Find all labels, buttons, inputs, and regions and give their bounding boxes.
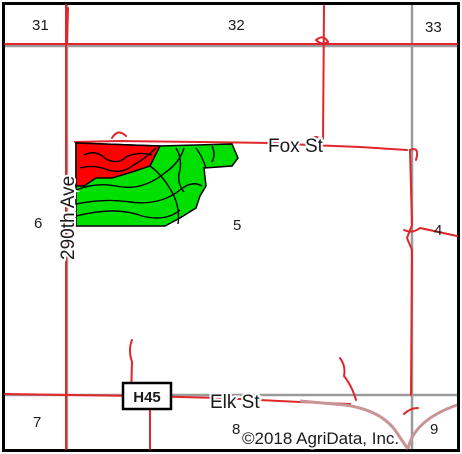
contour-1: [83, 152, 153, 163]
highway-shield-box: [121, 381, 173, 411]
contour-3: [75, 147, 185, 191]
road-stub-nw: [66, 7, 69, 45]
road-east-hook: [409, 148, 419, 161]
section-label-7: 7: [33, 414, 41, 431]
road-label-elk-st: Elk St: [210, 392, 260, 413]
road-east: [405, 149, 414, 396]
road-label-fox-st: Fox St: [268, 136, 324, 157]
section-label-5: 5: [233, 217, 241, 234]
highway-curve-2: [406, 403, 458, 450]
road-river: [339, 357, 357, 401]
highway-shield[interactable]: H45: [121, 381, 173, 411]
section-label-32: 32: [228, 17, 245, 34]
road-se-wiggle: [403, 407, 419, 415]
section-label-6: 6: [34, 215, 42, 232]
contour-2: [79, 147, 157, 173]
highway-shield-label: H45: [133, 389, 161, 406]
road-loop-north: [315, 36, 330, 45]
road-center-north: [322, 5, 325, 143]
section-label-8: 8: [232, 421, 240, 438]
highway-curve: [299, 399, 458, 450]
contour-4: [75, 183, 203, 205]
road-label-290th-ave: 290th Ave: [58, 176, 79, 260]
road-south-stub-1: [129, 339, 134, 397]
contour-5: [75, 209, 181, 219]
road-east-4: [403, 226, 458, 237]
road-wiggle-fox-2: [309, 136, 323, 142]
section-label-33: 33: [425, 19, 442, 36]
highway-curve-1: [299, 399, 410, 450]
road-wiggle-fox: [111, 131, 127, 139]
contour-6: [149, 165, 180, 225]
contour-7: [175, 147, 185, 193]
section-labels: 31 32 33 6 5 4 7 8 9: [32, 17, 442, 438]
copyright-notice: ©2018 AgriData, Inc.: [242, 429, 399, 448]
road-fox-st: [74, 139, 408, 151]
contour-9: [211, 145, 215, 163]
road-labels: Fox St Elk St 290th Ave: [56, 134, 326, 415]
field-contours: [75, 145, 215, 225]
section-label-31: 31: [32, 17, 49, 34]
section-label-9: 9: [430, 421, 438, 438]
contour-8: [195, 147, 207, 169]
section-label-4: 4: [434, 222, 442, 239]
field-area[interactable]: [75, 142, 239, 227]
